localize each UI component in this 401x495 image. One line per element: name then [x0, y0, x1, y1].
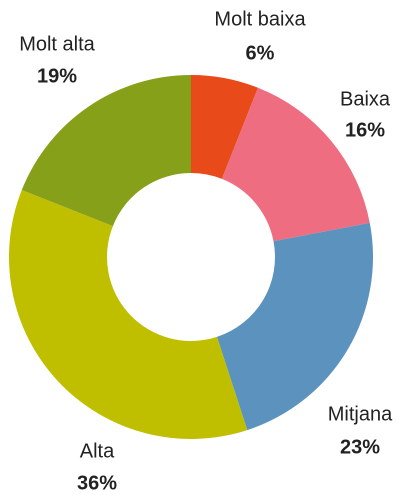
slice [221, 87, 370, 242]
slice-label: Mitjana [328, 403, 393, 425]
slice [191, 75, 258, 179]
slice-label: Molt baixa [214, 8, 306, 30]
slice-value: 19% [37, 65, 77, 87]
slice-value: 36% [77, 472, 117, 494]
slice-value: 23% [340, 436, 380, 458]
slice [21, 75, 191, 227]
slice [8, 190, 248, 440]
slice-label: Molt alta [19, 33, 95, 55]
slice-label: Alta [80, 440, 115, 462]
slice [216, 222, 373, 431]
slice-label: Baixa [340, 88, 391, 110]
slice-value: 6% [246, 42, 275, 64]
slice-value: 16% [345, 119, 385, 141]
